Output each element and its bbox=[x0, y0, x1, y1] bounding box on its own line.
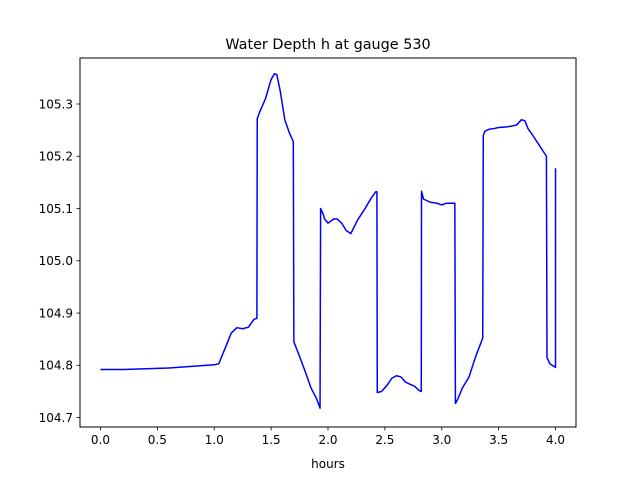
x-tick-label: 3.0 bbox=[432, 433, 451, 447]
y-tick-label: 105.0 bbox=[39, 254, 73, 268]
x-tick-label: 0.0 bbox=[91, 433, 110, 447]
axes-frame bbox=[79, 57, 577, 428]
chart-title: Water Depth h at gauge 530 bbox=[225, 37, 430, 53]
series-line-0 bbox=[100, 72, 557, 409]
x-tick-label: 0.5 bbox=[148, 433, 167, 447]
x-tick-label: 1.5 bbox=[262, 433, 281, 447]
y-tick-label: 104.7 bbox=[39, 411, 73, 425]
x-tick-label: 2.5 bbox=[375, 433, 394, 447]
x-tick-label: 1.0 bbox=[205, 433, 224, 447]
x-tick-label: 2.0 bbox=[318, 433, 337, 447]
x-tick-label: 3.5 bbox=[489, 433, 508, 447]
plot-area: 0.0 0.5 1.0 1.5 2.0 2.5 3.0 3.5 4.0 104.7 104.8 104… bbox=[39, 57, 577, 447]
y-tick-label: 105.2 bbox=[39, 150, 73, 164]
y-tick-label: 105.3 bbox=[39, 97, 73, 111]
y-tick-label: 104.9 bbox=[39, 306, 73, 320]
x-axis-label: hours bbox=[311, 457, 345, 471]
y-tick-label: 105.1 bbox=[39, 202, 73, 216]
x-tick-label: 4.0 bbox=[546, 433, 565, 447]
y-tick-label: 104.8 bbox=[39, 359, 73, 373]
